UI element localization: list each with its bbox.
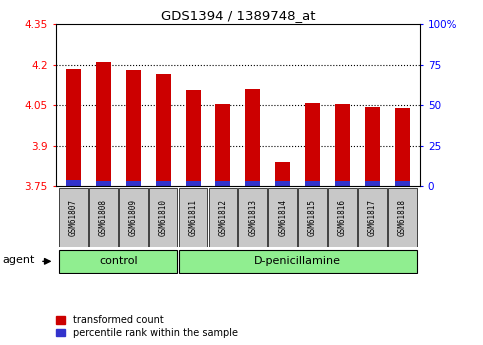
Text: agent: agent	[3, 255, 35, 265]
Bar	[335, 181, 350, 186]
Bar	[179, 250, 417, 273]
Text: GSM61811: GSM61811	[188, 199, 198, 236]
Bar	[365, 107, 380, 186]
Legend: transformed count, percentile rank within the sample: transformed count, percentile rank withi…	[56, 315, 238, 338]
Bar	[179, 188, 207, 247]
Text: GSM61809: GSM61809	[129, 199, 138, 236]
Bar	[269, 188, 297, 247]
Bar	[59, 188, 88, 247]
Bar	[395, 181, 410, 186]
Bar	[335, 104, 350, 186]
Text: GSM61808: GSM61808	[99, 199, 108, 236]
Text: GSM61817: GSM61817	[368, 199, 377, 236]
Text: D-penicillamine: D-penicillamine	[254, 256, 341, 266]
Text: GSM61813: GSM61813	[248, 199, 257, 236]
Text: GSM61818: GSM61818	[398, 199, 407, 236]
Text: control: control	[99, 256, 138, 266]
Text: GSM61810: GSM61810	[158, 199, 168, 236]
Bar	[395, 108, 410, 186]
Bar	[245, 181, 260, 186]
Bar	[66, 69, 81, 186]
Bar	[215, 104, 230, 186]
Bar	[96, 62, 111, 186]
Bar	[149, 188, 177, 247]
Bar	[209, 188, 237, 247]
Bar	[215, 181, 230, 186]
Bar	[365, 181, 380, 186]
Bar	[89, 188, 118, 247]
Bar	[305, 102, 320, 186]
Bar	[305, 181, 320, 186]
Bar	[156, 181, 170, 186]
Text: GSM61814: GSM61814	[278, 199, 287, 236]
Bar	[66, 180, 81, 186]
Text: GSM61812: GSM61812	[218, 199, 227, 236]
Bar	[126, 181, 141, 186]
Text: GSM61815: GSM61815	[308, 199, 317, 236]
Bar	[185, 90, 200, 186]
Bar	[275, 181, 290, 186]
Bar	[59, 250, 177, 273]
Bar	[185, 181, 200, 186]
Bar	[328, 188, 357, 247]
Bar	[298, 188, 327, 247]
Bar	[156, 74, 170, 186]
Bar	[119, 188, 148, 247]
Bar	[96, 181, 111, 186]
Text: GSM61807: GSM61807	[69, 199, 78, 236]
Bar	[388, 188, 417, 247]
Bar	[126, 70, 141, 186]
Bar	[239, 188, 267, 247]
Title: GDS1394 / 1389748_at: GDS1394 / 1389748_at	[161, 9, 315, 22]
Text: GSM61816: GSM61816	[338, 199, 347, 236]
Bar	[245, 89, 260, 186]
Bar	[358, 188, 387, 247]
Bar	[275, 162, 290, 186]
